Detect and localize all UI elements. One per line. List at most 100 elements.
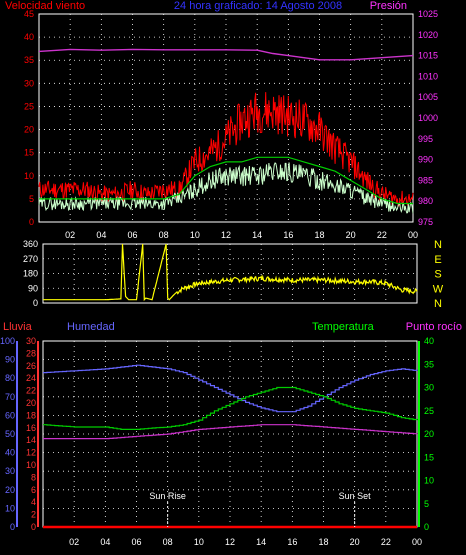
pressure-y-tick-label: 1020 <box>418 30 438 40</box>
pressure-y-tick-label: 1025 <box>418 9 438 19</box>
rain-y-tick-label: 10 <box>26 460 36 470</box>
x-tick-label: 16 <box>283 230 293 240</box>
x-tick-label: 04 <box>96 230 106 240</box>
wind-y-tick-label: 30 <box>24 78 34 88</box>
pressure-y-tick-label: 1000 <box>418 113 438 123</box>
humidity-y-tick-label: 10 <box>5 503 15 513</box>
pressure-y-tick-label: 990 <box>418 155 433 165</box>
wind-y-tick-label: 5 <box>29 194 34 204</box>
x-tick-label: 20 <box>346 230 356 240</box>
direction-y-tick-label: 90 <box>28 283 38 293</box>
x-tick-label: 08 <box>163 537 173 547</box>
compass-label: N <box>434 298 442 310</box>
x-tick-label: 12 <box>225 537 235 547</box>
x-tick-label: 12 <box>221 230 231 240</box>
wind-y-tick-label: 15 <box>24 148 34 158</box>
direction-plot-frame <box>42 243 418 304</box>
x-tick-label: 10 <box>190 230 200 240</box>
rain-y-tick-label: 30 <box>26 336 36 346</box>
humidity-y-tick-label: 0 <box>10 522 15 532</box>
temperature-y-tick-label: 40 <box>424 336 434 346</box>
humidity-y-tick-label: 40 <box>5 448 15 458</box>
temperature-y-tick-label: 0 <box>424 522 429 532</box>
x-tick-label: 14 <box>256 537 266 547</box>
temperature-y-tick-label: 10 <box>424 476 434 486</box>
wind-plot-frame <box>38 13 414 223</box>
temperature-y-tick-label: 35 <box>424 359 434 369</box>
compass-label: W <box>433 283 444 295</box>
temperature-y-tick-label: 25 <box>424 406 434 416</box>
rain-y-tick-label: 0 <box>31 522 36 532</box>
chart-title: 24 hora graficado: 14 Agosto 2008 <box>174 0 342 12</box>
pressure-y-tick-label: 1005 <box>418 92 438 102</box>
rain-y-tick-label: 24 <box>26 373 36 383</box>
x-tick-label: 20 <box>350 537 360 547</box>
rain-y-tick-label: 4 <box>31 497 36 507</box>
humidity-y-tick-label: 60 <box>5 410 15 420</box>
direction-y-tick-label: 360 <box>23 239 38 249</box>
wind-y-tick-label: 0 <box>29 217 34 227</box>
compass-label: E <box>434 254 441 266</box>
humidity-y-tick-label: 70 <box>5 392 15 402</box>
wind-y-tick-label: 40 <box>24 32 34 42</box>
x-tick-label: 00 <box>408 230 418 240</box>
rain-axis-title: Lluvia <box>3 321 33 333</box>
x-tick-label: 22 <box>377 230 387 240</box>
temperature-line <box>43 386 418 430</box>
dewpoint-line <box>43 424 418 440</box>
direction-y-tick-label: 180 <box>23 269 38 279</box>
rain-y-tick-label: 26 <box>26 361 36 371</box>
pressure-y-tick-label: 980 <box>418 196 433 206</box>
x-tick-label: 22 <box>381 537 391 547</box>
temperature-y-tick-label: 30 <box>424 383 434 393</box>
x-tick-label: 04 <box>100 537 110 547</box>
wind-y-tick-label: 20 <box>24 125 34 135</box>
x-tick-label: 06 <box>127 230 137 240</box>
humidity-line <box>43 364 418 413</box>
wind-average-line <box>38 162 414 214</box>
wind-y-tick-label: 25 <box>24 101 34 111</box>
rain-y-tick-label: 20 <box>26 398 36 408</box>
wind-y-tick-label: 35 <box>24 55 34 65</box>
direction-y-tick-label: 270 <box>23 254 38 264</box>
dewpoint-axis-title: Punto rocío <box>406 321 462 333</box>
wind-y-tick-label: 10 <box>24 171 34 181</box>
x-tick-label: 10 <box>194 537 204 547</box>
pressure-y-tick-label: 985 <box>418 175 433 185</box>
x-tick-label: 02 <box>69 537 79 547</box>
wind-axis-title: Velocidad viento <box>5 0 85 12</box>
humidity-y-tick-label: 30 <box>5 466 15 476</box>
wind-green-line <box>39 156 413 205</box>
x-tick-label: 18 <box>318 537 328 547</box>
rain-y-tick-label: 16 <box>26 423 36 433</box>
rain-y-tick-label: 14 <box>26 435 36 445</box>
rain-y-tick-label: 6 <box>31 485 36 495</box>
humidity-y-tick-label: 90 <box>5 355 15 365</box>
direction-y-tick-label: 0 <box>33 298 38 308</box>
pressure-y-tick-label: 975 <box>418 217 433 227</box>
temperature-axis-title: Temperatura <box>312 321 375 333</box>
rain-y-tick-label: 12 <box>26 448 36 458</box>
sun-annotation-label: Sun Rise <box>149 491 186 501</box>
pressure-y-tick-label: 1015 <box>418 51 438 61</box>
x-tick-label: 06 <box>131 537 141 547</box>
rain-y-tick-label: 28 <box>26 348 36 358</box>
x-tick-label: 08 <box>159 230 169 240</box>
pressure-y-tick-label: 995 <box>418 134 433 144</box>
humidity-y-tick-label: 100 <box>0 336 15 346</box>
rain-y-tick-label: 8 <box>31 472 36 482</box>
x-tick-label: 02 <box>65 230 75 240</box>
temperature-y-tick-label: 20 <box>424 429 434 439</box>
pressure-line <box>38 48 414 61</box>
sun-annotation-label: Sun Set <box>339 491 372 501</box>
humidity-y-tick-label: 80 <box>5 373 15 383</box>
pressure-y-tick-label: 1010 <box>418 71 438 81</box>
temperature-y-tick-label: 15 <box>424 452 434 462</box>
compass-label: N <box>434 239 442 251</box>
wind-y-tick-label: 45 <box>24 9 34 19</box>
x-tick-label: 16 <box>287 537 297 547</box>
x-tick-label: 18 <box>314 230 324 240</box>
humidity-axis-title: Humedad <box>67 321 115 333</box>
